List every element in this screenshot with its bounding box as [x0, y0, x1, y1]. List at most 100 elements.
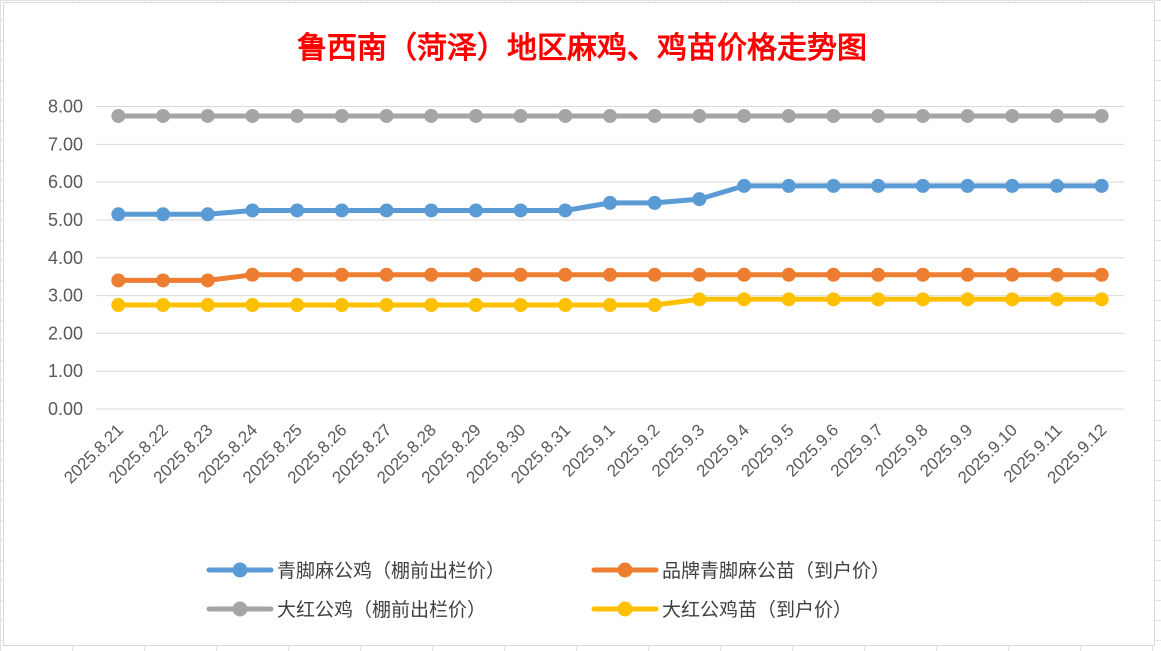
- data-point[interactable]: [1094, 292, 1109, 307]
- data-point[interactable]: [737, 108, 752, 123]
- data-point[interactable]: [647, 108, 662, 123]
- data-point[interactable]: [960, 178, 975, 193]
- data-point[interactable]: [826, 108, 841, 123]
- data-point[interactable]: [468, 267, 483, 282]
- data-point[interactable]: [826, 292, 841, 307]
- data-point[interactable]: [290, 298, 305, 313]
- data-point[interactable]: [960, 267, 975, 282]
- data-point[interactable]: [603, 298, 617, 313]
- data-point[interactable]: [737, 267, 752, 282]
- data-point[interactable]: [424, 108, 439, 123]
- data-point[interactable]: [692, 108, 707, 123]
- data-point[interactable]: [915, 178, 930, 193]
- data-point[interactable]: [1049, 108, 1064, 123]
- data-point[interactable]: [1005, 267, 1020, 282]
- data-point[interactable]: [245, 267, 260, 282]
- data-point[interactable]: [334, 203, 349, 218]
- data-point[interactable]: [156, 108, 171, 123]
- data-point[interactable]: [915, 267, 930, 282]
- data-point[interactable]: [871, 267, 886, 282]
- data-point[interactable]: [111, 273, 126, 288]
- data-point[interactable]: [871, 292, 886, 307]
- data-point[interactable]: [737, 178, 752, 193]
- data-point[interactable]: [781, 292, 796, 307]
- data-point[interactable]: [915, 108, 930, 123]
- data-point[interactable]: [424, 203, 439, 218]
- data-point[interactable]: [826, 267, 841, 282]
- data-point[interactable]: [1094, 267, 1109, 282]
- data-point[interactable]: [200, 298, 215, 313]
- data-point[interactable]: [871, 108, 886, 123]
- data-point[interactable]: [379, 298, 394, 313]
- data-point[interactable]: [200, 207, 215, 222]
- data-point[interactable]: [200, 108, 215, 123]
- data-point[interactable]: [513, 298, 528, 313]
- data-point[interactable]: [558, 108, 573, 123]
- data-point[interactable]: [513, 267, 528, 282]
- data-point[interactable]: [468, 203, 483, 218]
- data-point[interactable]: [290, 267, 305, 282]
- data-point[interactable]: [781, 108, 796, 123]
- data-point[interactable]: [826, 178, 841, 193]
- data-point[interactable]: [558, 298, 573, 313]
- data-point[interactable]: [871, 178, 886, 193]
- legend-item[interactable]: 青脚麻公鸡（棚前出栏价）: [206, 560, 505, 582]
- series-lines: [111, 108, 1109, 313]
- data-point[interactable]: [647, 267, 662, 282]
- data-point[interactable]: [781, 178, 796, 193]
- data-point[interactable]: [468, 298, 483, 313]
- data-point[interactable]: [111, 298, 126, 313]
- data-point[interactable]: [603, 267, 617, 282]
- data-point[interactable]: [334, 298, 349, 313]
- data-point[interactable]: [1005, 292, 1020, 307]
- data-point[interactable]: [603, 195, 617, 210]
- data-point[interactable]: [1094, 108, 1109, 123]
- data-point[interactable]: [156, 273, 171, 288]
- data-point[interactable]: [245, 108, 260, 123]
- data-point[interactable]: [513, 203, 528, 218]
- data-point[interactable]: [424, 267, 439, 282]
- y-tick-label: 3.00: [48, 286, 83, 306]
- data-point[interactable]: [915, 292, 930, 307]
- data-point[interactable]: [334, 108, 349, 123]
- data-point[interactable]: [1049, 267, 1064, 282]
- data-point[interactable]: [156, 298, 171, 313]
- data-point[interactable]: [603, 108, 617, 123]
- data-point[interactable]: [111, 207, 126, 222]
- legend-item[interactable]: 品牌青脚麻公苗（到户价）: [591, 560, 890, 582]
- chart-area[interactable]: 鲁西南（菏泽）地区麻鸡、鸡苗价格走势图 0.00 1.00 2.00 3.00 4.00…: [3, 2, 1155, 646]
- data-point[interactable]: [1005, 178, 1020, 193]
- data-point[interactable]: [379, 267, 394, 282]
- data-point[interactable]: [647, 195, 662, 210]
- data-point[interactable]: [513, 108, 528, 123]
- data-point[interactable]: [781, 267, 796, 282]
- data-point[interactable]: [290, 203, 305, 218]
- data-point[interactable]: [647, 298, 662, 313]
- data-point[interactable]: [334, 267, 349, 282]
- data-point[interactable]: [200, 273, 215, 288]
- data-point[interactable]: [468, 108, 483, 123]
- data-point[interactable]: [245, 298, 260, 313]
- data-point[interactable]: [692, 192, 707, 207]
- data-point[interactable]: [245, 203, 260, 218]
- data-point[interactable]: [558, 203, 573, 218]
- data-point[interactable]: [960, 292, 975, 307]
- data-point[interactable]: [156, 207, 171, 222]
- legend-item[interactable]: 大红公鸡苗（到户价）: [591, 599, 852, 621]
- data-point[interactable]: [558, 267, 573, 282]
- data-point[interactable]: [692, 267, 707, 282]
- data-point[interactable]: [290, 108, 305, 123]
- data-point[interactable]: [111, 108, 126, 123]
- data-point[interactable]: [1005, 108, 1020, 123]
- legend-marker: [232, 601, 248, 617]
- data-point[interactable]: [379, 203, 394, 218]
- data-point[interactable]: [692, 292, 707, 307]
- data-point[interactable]: [960, 108, 975, 123]
- legend-item[interactable]: 大红公鸡（棚前出栏价）: [206, 599, 486, 621]
- data-point[interactable]: [379, 108, 394, 123]
- data-point[interactable]: [424, 298, 439, 313]
- data-point[interactable]: [1094, 178, 1109, 193]
- data-point[interactable]: [1049, 178, 1064, 193]
- data-point[interactable]: [1049, 292, 1064, 307]
- data-point[interactable]: [737, 292, 752, 307]
